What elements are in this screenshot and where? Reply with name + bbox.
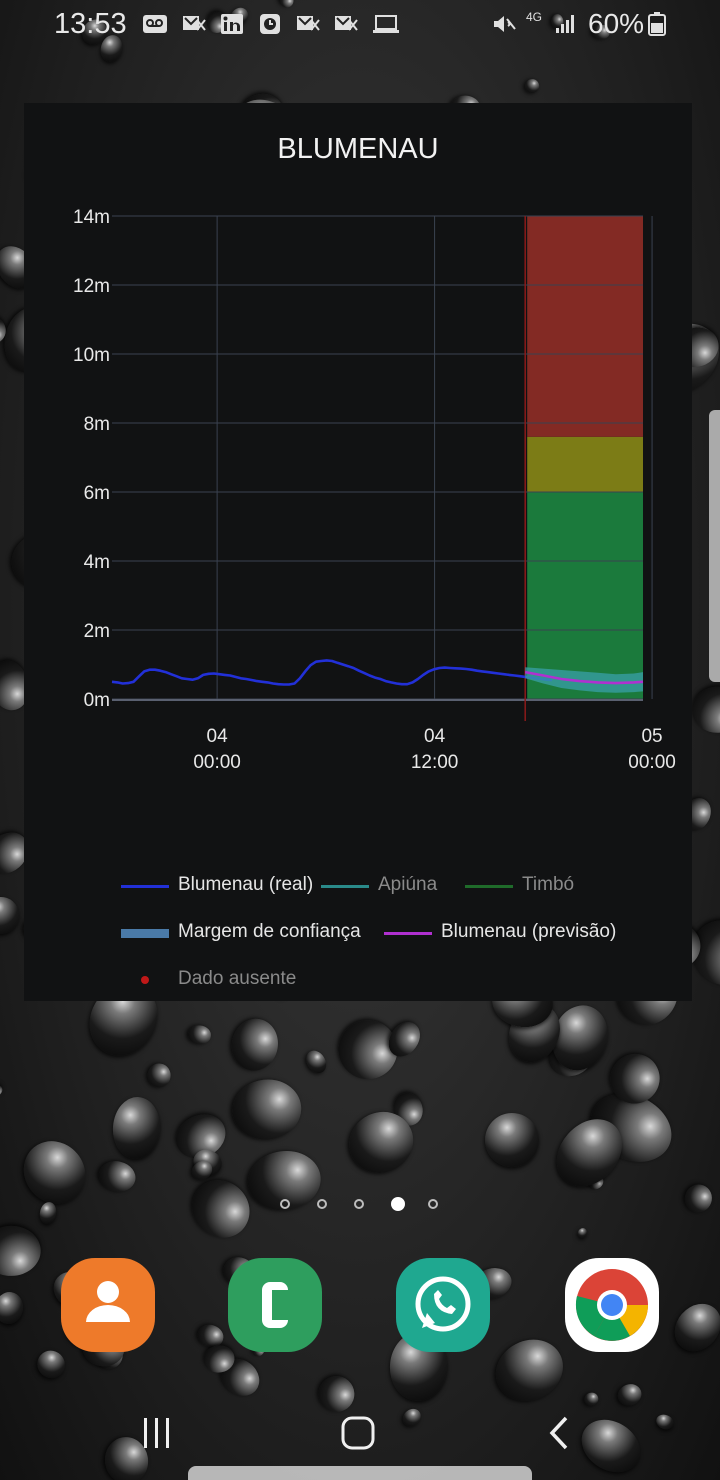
water-drop: [110, 1094, 163, 1161]
y-tick-label: 12m: [73, 276, 110, 297]
page-dot[interactable]: [354, 1199, 364, 1209]
chrome-icon: [575, 1269, 648, 1341]
clock-icon: [260, 14, 280, 34]
water-drop: [0, 1082, 5, 1099]
page-dot[interactable]: [428, 1199, 438, 1209]
water-drop: [147, 1063, 171, 1088]
water-drop: [229, 1076, 305, 1143]
legend-swatch: [384, 932, 432, 935]
x-tick-label-time: 12:00: [411, 752, 459, 773]
navigation-bar: [0, 1390, 720, 1480]
water-drop: [227, 1014, 282, 1075]
network-4g-label: 4G: [526, 10, 543, 24]
chrome-app[interactable]: [565, 1258, 659, 1352]
x-tick-label-date: 04: [424, 726, 446, 747]
series-blumenau-forecast: [524, 670, 644, 685]
whatsapp-icon: [415, 1276, 471, 1332]
water-drop: [665, 1294, 720, 1361]
y-tick-label: 2m: [84, 621, 110, 642]
battery-percent: 60%: [588, 8, 645, 39]
status-bar: 13:53 4G 60%: [0, 0, 720, 48]
x-tick-label-date: 04: [207, 726, 229, 747]
back-icon[interactable]: [540, 1414, 580, 1454]
home-icon[interactable]: [338, 1414, 378, 1454]
phone-app[interactable]: [228, 1258, 322, 1352]
x-tick-label-time: 00:00: [193, 752, 241, 773]
phone-icon: [262, 1282, 288, 1328]
legend-swatch: [141, 976, 149, 984]
legend-label: Timbó: [522, 874, 575, 895]
water-drop: [187, 1023, 213, 1045]
water-drop: [478, 1107, 545, 1174]
x-tick-label-time: 00:00: [628, 752, 676, 773]
series-confidence-band: [525, 667, 643, 693]
battery-icon: [648, 12, 666, 36]
water-drop: [0, 1289, 26, 1326]
voicemail-icon: [143, 15, 167, 33]
whatsapp-app[interactable]: [396, 1258, 490, 1352]
y-tick-label: 10m: [73, 345, 110, 366]
water-drop: [37, 1200, 59, 1226]
legend-label: Blumenau (real): [178, 874, 314, 895]
legend-swatch: [321, 885, 369, 888]
legend-label: Dado ausente: [178, 968, 297, 989]
messages-icon: [335, 16, 358, 31]
series-blumenau-real: [111, 659, 553, 686]
legend-swatch: [121, 885, 169, 888]
y-tick-label: 4m: [84, 552, 110, 573]
alert-band: [527, 216, 643, 437]
water-drop: [0, 892, 24, 939]
y-tick-label: 8m: [84, 414, 110, 435]
x-tick-label-date: 05: [641, 726, 662, 747]
water-drop: [10, 1128, 98, 1217]
legend-label: Apiúna: [378, 874, 438, 895]
legend-label: Margem de confiança: [178, 921, 361, 942]
messages-icon: [297, 16, 320, 31]
messages-icon: [183, 16, 206, 31]
alert-band: [527, 492, 643, 699]
y-tick-label: 14m: [73, 207, 110, 228]
page-dot[interactable]: [317, 1199, 327, 1209]
edge-panel-handle[interactable]: [709, 410, 720, 682]
contacts-icon: [86, 1281, 130, 1322]
water-drop: [96, 1157, 139, 1196]
river-level-widget[interactable]: BLUMENAU 0m 2m 4m 6m 8m 10m 12m 14m 04 00:00 04 12:…: [24, 103, 692, 1001]
recent-apps-icon[interactable]: [138, 1414, 178, 1454]
water-level-chart[interactable]: 0m 2m 4m 6m 8m 10m 12m 14m 04 00:00 04 12:00 05 00:00…: [24, 103, 692, 843]
water-drop: [523, 76, 542, 95]
water-drop: [302, 1046, 331, 1078]
water-drop: [0, 1225, 42, 1276]
legend-label: Blumenau (previsão): [441, 921, 617, 942]
signal-icon: [556, 15, 574, 33]
laptop-icon: [373, 15, 399, 33]
mute-icon: [494, 16, 516, 32]
clock: 13:53: [54, 8, 127, 40]
page-indicator: [276, 1196, 446, 1216]
legend-swatch: [121, 929, 169, 938]
y-tick-label: 0m: [84, 690, 110, 711]
legend-swatch: [465, 885, 513, 888]
gesture-handle[interactable]: [188, 1466, 532, 1480]
alert-band: [527, 436, 643, 492]
water-drop: [680, 1180, 716, 1218]
water-drop: [690, 685, 720, 735]
page-dot[interactable]: [280, 1199, 290, 1209]
contacts-app[interactable]: [61, 1258, 155, 1352]
water-drop: [576, 1226, 590, 1240]
page-dot[interactable]: [391, 1197, 405, 1211]
widget-title: BLUMENAU: [277, 133, 439, 165]
linkedin-icon: [221, 14, 243, 34]
y-tick-label: 6m: [84, 483, 110, 504]
